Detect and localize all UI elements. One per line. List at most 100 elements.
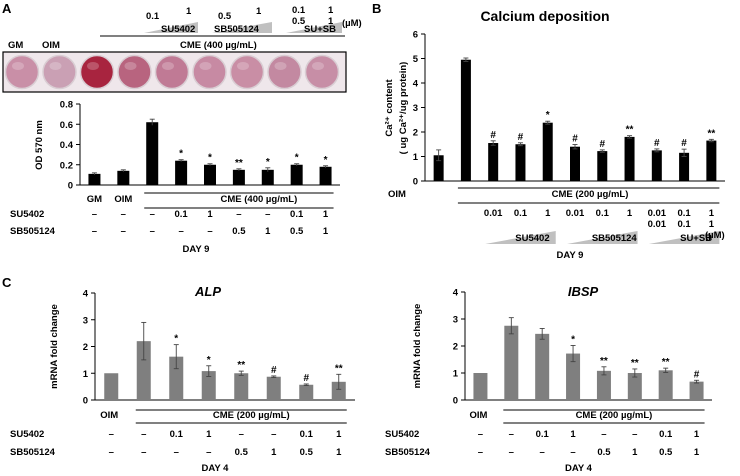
c-ibsp-significance-mark: ** — [662, 357, 670, 368]
c-ibsp-bar — [596, 370, 611, 400]
a-ytick-label: 0.2 — [60, 160, 73, 171]
a-row-value: – — [265, 209, 270, 220]
c-alp-bar — [234, 373, 249, 400]
sb-gradient-name: SB505124 — [214, 24, 260, 35]
well-highlight-1 — [12, 62, 24, 70]
sb-gradient-low: 0.5 — [218, 11, 232, 22]
b-group-label: OIM — [388, 189, 406, 200]
a-row-value: 1 — [323, 209, 329, 220]
a-row-value: – — [178, 226, 183, 237]
a-bar — [319, 166, 332, 185]
c-ibsp-bar — [473, 373, 488, 400]
c-ibsp-row-value: – — [478, 447, 483, 458]
well-plate-image — [2, 51, 347, 93]
a-row-value: – — [92, 209, 97, 220]
b-gradient-wedge — [567, 231, 638, 244]
b-gradient-name: SU5402 — [515, 233, 549, 244]
a-ytick-label: 0 — [68, 181, 73, 192]
c-ibsp-row-value: – — [632, 429, 637, 440]
a-significance-mark: * — [266, 157, 270, 168]
plate-label-oim: OIM — [42, 40, 60, 51]
c-alp-row-value: 0.1 — [170, 429, 184, 440]
a-row-value: – — [121, 209, 126, 220]
c-ibsp-significance-mark: # — [694, 369, 700, 380]
c-ibsp-row-value: – — [601, 429, 606, 440]
c-ibsp-bar — [658, 370, 673, 400]
b-significance-mark: ** — [626, 125, 634, 136]
c-alp-significance-mark: * — [174, 334, 178, 345]
a-bar — [88, 173, 101, 185]
b-dose-label: 1 — [709, 219, 715, 230]
a-row-label: SU5402 — [10, 209, 44, 220]
c-alp-row-value: – — [141, 447, 146, 458]
a-footer: DAY 9 — [183, 244, 210, 255]
b-bar — [488, 143, 499, 181]
c-alp-ytick-label: 0 — [83, 396, 88, 407]
b-dose-label: 0.1 — [596, 208, 610, 219]
c-ibsp-row-value: – — [570, 447, 575, 458]
well-2 — [42, 54, 77, 90]
c-alp-row-value: 1 — [336, 447, 342, 458]
well-highlight-6 — [199, 62, 212, 70]
b-significance-mark: # — [654, 138, 660, 149]
b-dose-label: 0.1 — [514, 208, 528, 219]
a-significance-mark: * — [208, 153, 212, 164]
a-significance-mark: ** — [235, 158, 243, 169]
c-alp-significance-mark: # — [271, 365, 277, 376]
a-row-value: 0.5 — [232, 226, 246, 237]
b-dose-label: 0.1 — [677, 208, 691, 219]
b-significance-mark: # — [490, 130, 496, 141]
b-significance-mark: # — [681, 138, 687, 149]
b-bar — [597, 151, 608, 181]
c-alp-bar — [331, 381, 346, 400]
b-dose-label: 0.01 — [648, 208, 667, 219]
b-significance-mark: ** — [707, 128, 715, 139]
well-8 — [267, 54, 302, 90]
a-group-label: OIM — [114, 194, 132, 205]
c-ibsp-treatment-label: CME (200 µg/mL) — [576, 410, 653, 421]
c-ibsp-group-label: OIM — [469, 410, 487, 421]
c-alp-ytick-label: 1 — [83, 369, 89, 380]
panel-letter-a: A — [2, 1, 12, 16]
c-alp-bar — [169, 356, 184, 400]
a-treatment-label: CME (400 µg/mL) — [221, 194, 298, 205]
sb-gradient-high: 1 — [256, 6, 262, 17]
a-ytick-label: 0.8 — [60, 100, 73, 111]
c-ibsp-bar — [689, 381, 704, 400]
c-alp-significance-mark: ** — [237, 360, 245, 371]
c-ibsp-row-label: SU5402 — [385, 429, 419, 440]
c-alp-row-value: – — [109, 429, 114, 440]
a-bar — [146, 122, 159, 185]
well-highlight-4 — [124, 62, 137, 70]
panel-letter-b: B — [372, 1, 381, 16]
b-gradient-name: SU+SB — [680, 233, 712, 244]
well-highlight-8 — [274, 62, 287, 70]
c-ibsp-row-value: 0.1 — [536, 429, 550, 440]
c-alp-title: ALP — [194, 284, 221, 299]
b-ytick-label: 5 — [413, 54, 419, 65]
c-alp-bar — [299, 384, 314, 400]
well-1 — [4, 54, 40, 90]
b-bar — [651, 150, 662, 181]
b-title: Calcium deposition — [480, 8, 609, 24]
a-row-value: 1 — [207, 209, 213, 220]
c-alp-bar — [266, 376, 281, 400]
c-alp-row-value: 0.5 — [235, 447, 249, 458]
c-alp-bar — [136, 341, 151, 400]
c-ibsp-row-value: 1 — [570, 429, 576, 440]
c-alp-treatment-label: CME (200 µg/mL) — [213, 410, 290, 421]
c-alp-row-value: 1 — [336, 429, 342, 440]
b-dose-label: 1 — [709, 208, 715, 219]
b-gradient-name: SB505124 — [592, 233, 638, 244]
c-ibsp-significance-mark: * — [571, 334, 575, 345]
b-treatment-label: CME (200 µg/mL) — [552, 189, 629, 200]
c-alp-significance-mark: * — [207, 355, 211, 366]
a-row-value: 1 — [323, 226, 329, 237]
c-alp-row-value: – — [109, 447, 114, 458]
c-ibsp-footer: DAY 4 — [565, 463, 593, 474]
c-alp-ytick-label: 4 — [83, 289, 89, 300]
b-bar — [542, 122, 553, 181]
b-dose-label: 0.01 — [484, 208, 503, 219]
